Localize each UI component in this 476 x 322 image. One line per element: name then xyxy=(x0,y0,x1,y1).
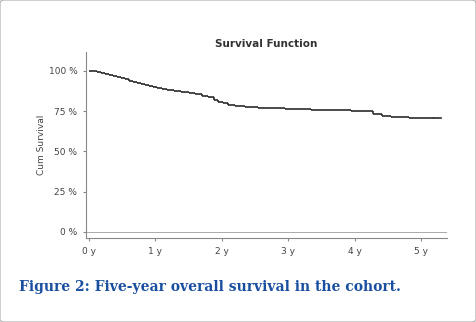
Title: Survival Function: Survival Function xyxy=(215,39,318,49)
Y-axis label: Cum Survival: Cum Survival xyxy=(37,115,46,175)
Text: Figure 2: Five-year overall survival in the cohort.: Figure 2: Five-year overall survival in … xyxy=(19,280,401,294)
